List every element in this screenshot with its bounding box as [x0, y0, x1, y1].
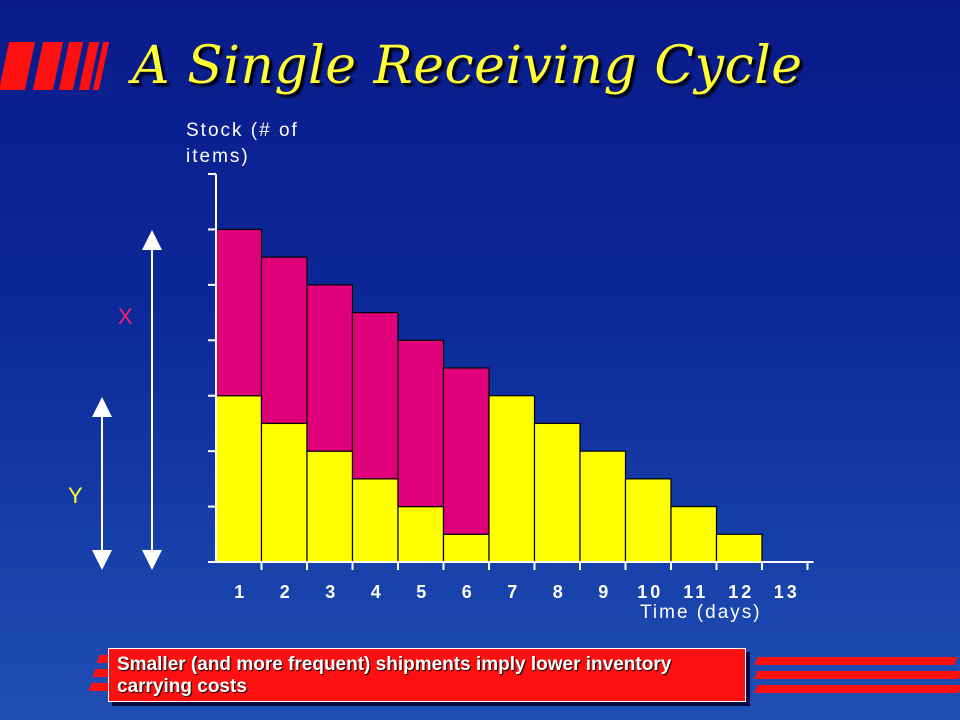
- y-range-label: Y: [68, 483, 83, 508]
- bar-day-4-series-2: [351, 311, 399, 480]
- bar-day-7-series-1: [488, 395, 536, 563]
- x-tick-label: 2: [280, 582, 293, 602]
- bar-day-10-series-1: [624, 478, 672, 563]
- x-tick-label: 12: [728, 582, 754, 602]
- y-axis-title: Stock (# of items): [186, 120, 299, 167]
- x-tick-label: 3: [325, 582, 338, 602]
- x-tick-label: 10: [637, 582, 663, 602]
- bar-day-5-series-2: [397, 339, 445, 508]
- bar-day-8-series-1: [533, 422, 581, 563]
- bar-day-4-series-1: [351, 478, 399, 563]
- slide-title: A Single Receiving Cycle: [132, 36, 803, 96]
- summary-note: Smaller (and more frequent) shipments im…: [108, 648, 746, 702]
- x-tick-label: 11: [683, 582, 708, 602]
- x-tick-label: 9: [598, 582, 611, 602]
- bar-day-12-series-1: [715, 533, 763, 563]
- bar-day-6-series-2: [442, 367, 490, 535]
- x-tick-label: 6: [462, 582, 475, 602]
- bar-day-3-series-2: [306, 284, 354, 452]
- bar-day-1-series-1: [215, 395, 263, 563]
- x-axis-title: Time (days): [640, 602, 762, 623]
- bar-day-11-series-1: [670, 505, 718, 563]
- bar-day-9-series-1: [579, 450, 627, 563]
- x-tick-label: 4: [371, 582, 384, 602]
- x-tick-label: 7: [507, 582, 520, 602]
- bar-day-6-series-1: [442, 533, 490, 563]
- x-tick-label: 1: [234, 582, 247, 602]
- x-range-label: X: [118, 304, 133, 329]
- x-tick-label: 5: [416, 582, 429, 602]
- bar-day-1-series-2: [215, 228, 263, 397]
- bar-day-2-series-1: [260, 422, 308, 563]
- bar-day-3-series-1: [306, 450, 354, 563]
- x-tick-label: 13: [774, 582, 800, 602]
- x-tick-label: 8: [553, 582, 566, 602]
- bar-day-5-series-1: [397, 505, 445, 563]
- bar-day-2-series-2: [260, 256, 308, 425]
